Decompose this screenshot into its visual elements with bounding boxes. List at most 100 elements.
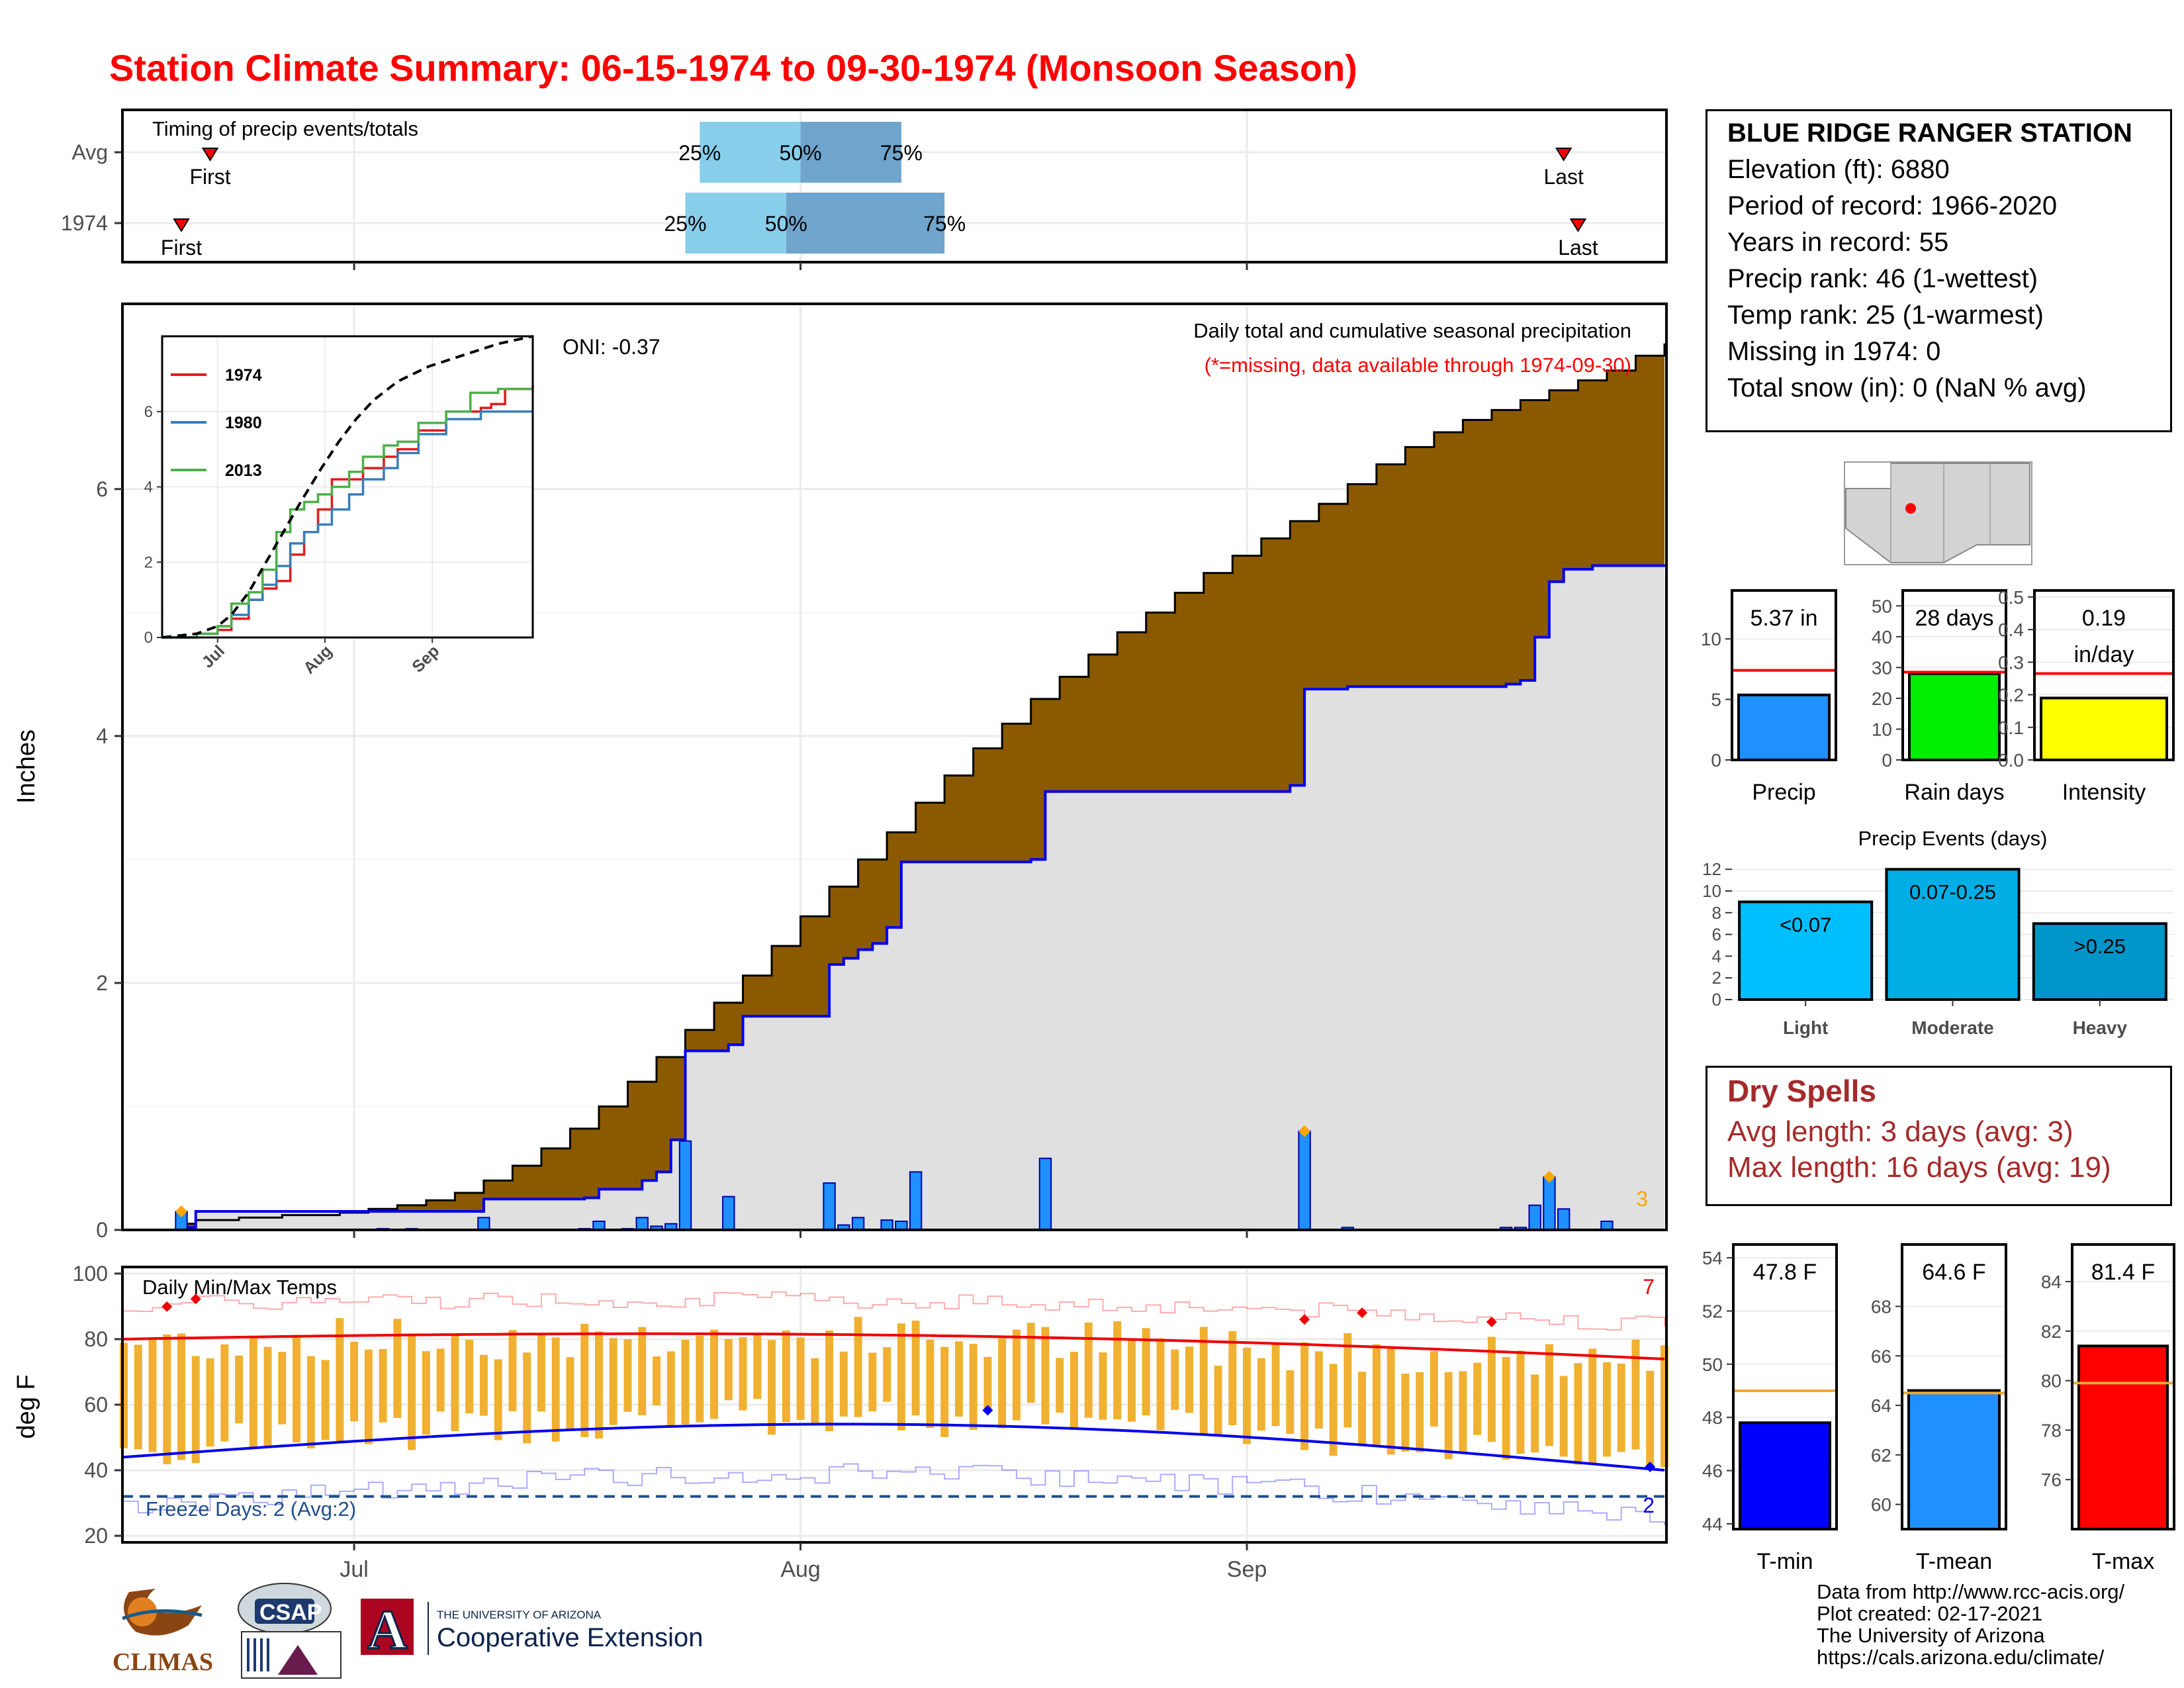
daily-temp-bar — [1602, 1362, 1611, 1457]
tmean-category-label: T-mean — [1916, 1549, 1992, 1574]
daily-temp-bar — [1646, 1370, 1655, 1467]
precip-y-tick-label: 2 — [96, 971, 108, 995]
record-high-marker — [161, 1301, 173, 1312]
daily-precip-bar — [909, 1171, 923, 1231]
daily-precip-bar — [1298, 1130, 1311, 1231]
tmean-y-tick-label: 62 — [1871, 1445, 1891, 1466]
daily-precip-bar — [722, 1196, 735, 1231]
events-y-tick-label: 10 — [1702, 881, 1721, 901]
events-y-tick-label: 2 — [1712, 968, 1721, 988]
tmean-y-tick-label: 66 — [1871, 1346, 1891, 1366]
daily-temp-bar — [983, 1356, 992, 1411]
precip-y-tick-label: 6 — [96, 477, 108, 501]
daily-temp-bar — [408, 1335, 416, 1450]
daily-temp-bar — [293, 1335, 301, 1442]
tmean-bar — [1907, 1389, 2001, 1530]
daily-temp-bar — [839, 1351, 848, 1417]
daily-temp-bar — [854, 1317, 862, 1417]
precip-total-bar — [1737, 693, 1831, 761]
tmax-y-tick-label: 80 — [2041, 1371, 2062, 1391]
ua-logo: A THE UNIVERSITY OF ARIZONA Cooperative … — [361, 1599, 703, 1662]
tmax-value-label: 81.4 F — [2091, 1260, 2155, 1285]
avg-cumulative-line — [124, 343, 1666, 1231]
daily-temp-bar — [278, 1352, 287, 1425]
timing-q75-label: 75% — [923, 212, 966, 236]
daily-temp-bar — [1228, 1331, 1237, 1425]
avg-min-line — [123, 1423, 1665, 1472]
station-elevation: Elevation (ft): 6880 — [1727, 155, 1950, 184]
daily-temp-bar — [911, 1320, 920, 1416]
precip-extreme-marker — [1298, 1125, 1311, 1137]
daily-temp-bar — [696, 1335, 704, 1423]
dry-spells-max: Max length: 16 days (avg: 19) — [1727, 1151, 2111, 1184]
daily-temp-bar — [1128, 1340, 1136, 1422]
inset-y-tick-label: 0 — [144, 629, 153, 647]
precip-total-value-label: 5.37 in — [1750, 606, 1817, 631]
daily-temp-bar — [782, 1330, 790, 1423]
daily-temp-bar — [220, 1344, 229, 1442]
daily-temp-bar — [191, 1356, 200, 1464]
temp-count-low: 2 — [1643, 1493, 1655, 1517]
daily-temp-bar — [1041, 1327, 1050, 1425]
timing-title: Timing of precip events/totals — [152, 117, 418, 140]
daily-temp-bar — [1516, 1350, 1525, 1454]
inset-legend-label: 1974 — [225, 366, 262, 385]
precip-total-category-label: Precip — [1752, 780, 1815, 805]
record-max-line — [124, 1291, 1665, 1331]
daily-temp-bar — [1343, 1333, 1352, 1428]
daily-temp-bar — [609, 1338, 617, 1425]
inset-legend-label: 1980 — [225, 414, 262, 432]
tmax-y-tick-label: 84 — [2041, 1272, 2062, 1292]
record-low-marker — [982, 1405, 993, 1416]
daily-temp-bar — [1271, 1342, 1280, 1427]
precip-total-y-tick-label: 10 — [1701, 629, 1721, 649]
tmin-category-label: T-min — [1757, 1549, 1813, 1574]
daily-temp-bar — [1156, 1338, 1165, 1430]
dry-spells-title: Dry Spells — [1727, 1074, 1876, 1108]
tmin-y-tick-label: 44 — [1702, 1514, 1723, 1534]
timing-q25-label: 25% — [664, 212, 706, 236]
temp-y-tick-label: 60 — [84, 1393, 108, 1417]
rain-days-y-tick-label: 0 — [1882, 750, 1892, 771]
daily-temp-bar — [811, 1358, 819, 1423]
daily-temp-bar — [1444, 1372, 1453, 1460]
daily-temp-bar — [1099, 1352, 1107, 1420]
timing-last-label: Last — [1558, 236, 1598, 259]
daily-temp-bar — [163, 1334, 171, 1464]
rain-days-y-tick-label: 50 — [1872, 596, 1892, 616]
station-location-marker — [1905, 503, 1916, 514]
daily-temp-bar — [393, 1319, 402, 1418]
precip-y-axis-label: Inches — [13, 729, 40, 804]
timing-last-marker — [1569, 218, 1587, 232]
daily-temp-bar — [768, 1340, 776, 1435]
daily-temp-bar — [177, 1333, 186, 1460]
timing-panel-border — [121, 109, 1668, 263]
tmax-y-tick-label: 76 — [2041, 1470, 2062, 1490]
timing-q50-label: 50% — [765, 212, 807, 236]
daily-temp-bar — [1142, 1328, 1150, 1416]
record-low-marker — [1645, 1461, 1656, 1472]
tmin-y-tick-label: 50 — [1702, 1354, 1723, 1375]
daily-precip-bar — [477, 1217, 490, 1231]
daily-precip-bar — [880, 1219, 893, 1231]
intensity-y-tick-label: 0.0 — [1998, 750, 2024, 771]
tmax-y-tick-label: 78 — [2041, 1420, 2062, 1440]
precip-total-y-tick-label: 0 — [1711, 750, 1721, 771]
daily-temp-bar — [551, 1337, 560, 1442]
daily-temp-bar — [753, 1335, 762, 1399]
timing-last-marker — [1555, 148, 1572, 162]
daily-temp-bar — [897, 1323, 905, 1431]
logo-strip: CLIMAS CSAP A THE UNIVERSITY OF ARIZONA … — [113, 1583, 703, 1679]
tmax-bar — [2077, 1344, 2169, 1530]
intensity-y-tick-label: 0.2 — [1998, 685, 2024, 706]
station-missing: Missing in 1974: 0 — [1727, 337, 1941, 366]
freeze-days-label: Freeze Days: 2 (Avg:2) — [146, 1497, 356, 1521]
temp-title: Daily Min/Max Temps — [142, 1276, 337, 1299]
daily-temp-bar — [1459, 1371, 1467, 1454]
daily-temp-bar — [1473, 1362, 1482, 1435]
daily-temp-bar — [954, 1341, 963, 1417]
events-category-label: Moderate — [1911, 1017, 1993, 1038]
precip-subtitle: (*=missing, data available through 1974-… — [1205, 353, 1631, 377]
daily-temp-bar — [638, 1327, 647, 1415]
timing-first-marker — [201, 148, 219, 162]
